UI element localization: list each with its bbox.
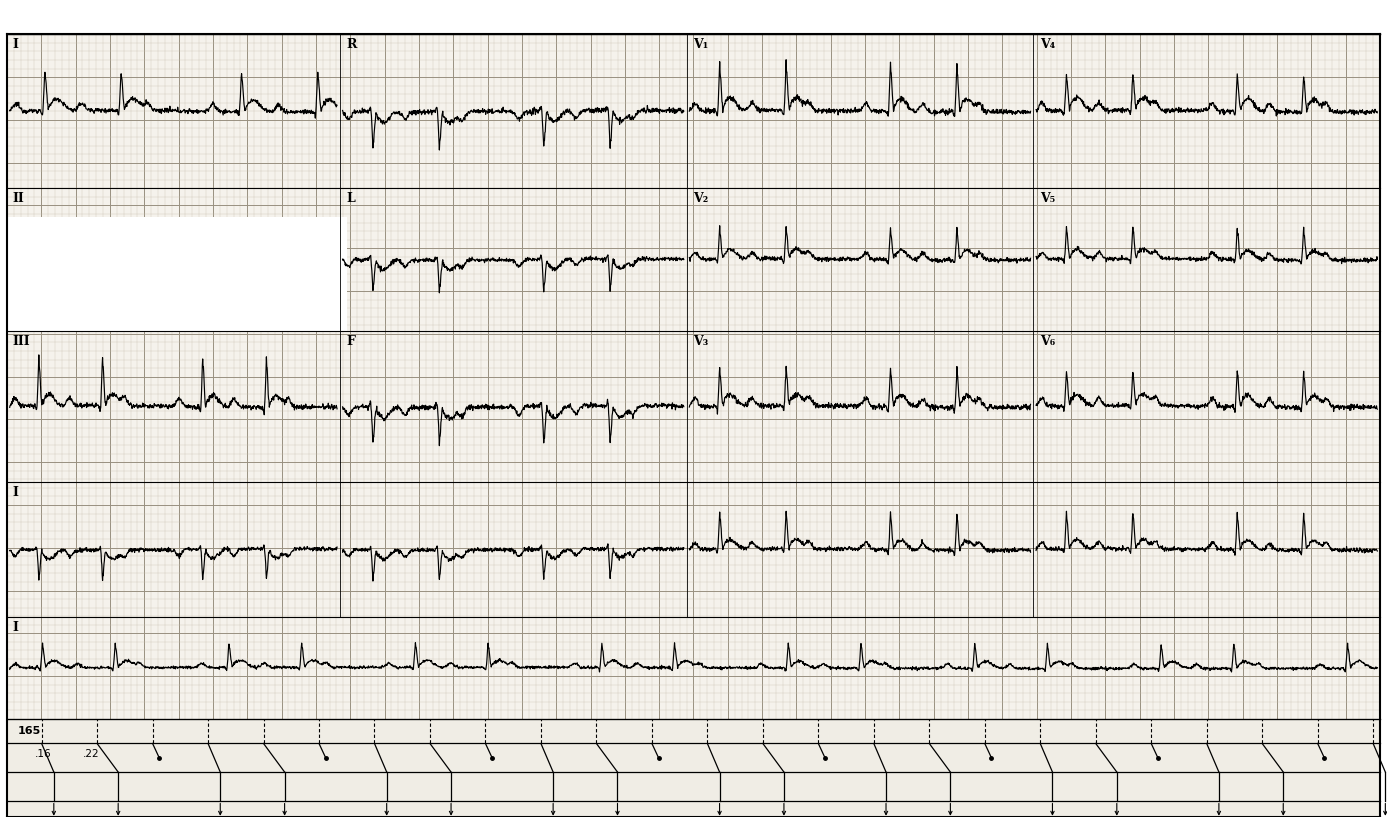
Text: I: I: [12, 38, 18, 51]
Text: .16: .16: [35, 748, 51, 759]
Text: R: R: [347, 38, 356, 51]
Text: L: L: [347, 192, 355, 205]
Text: I: I: [12, 621, 18, 634]
Text: .22: .22: [83, 748, 100, 759]
Text: III: III: [12, 335, 31, 348]
Text: F: F: [347, 335, 355, 348]
Text: V₁: V₁: [694, 38, 709, 51]
Text: II: II: [12, 192, 24, 205]
Bar: [7, 719, 1380, 817]
Text: 165: 165: [18, 726, 42, 736]
Text: V₆: V₆: [1040, 335, 1056, 348]
Text: V₅: V₅: [1040, 192, 1056, 205]
Text: V₄: V₄: [1040, 38, 1056, 51]
Bar: [7, 217, 347, 331]
Bar: [7, 34, 1380, 719]
Text: V₃: V₃: [694, 335, 709, 348]
Text: V₂: V₂: [694, 192, 709, 205]
Text: I: I: [12, 486, 18, 499]
